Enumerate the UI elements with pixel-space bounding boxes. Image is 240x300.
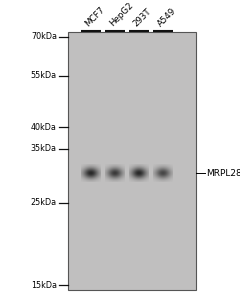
Text: HepG2: HepG2 — [107, 1, 135, 28]
Text: MCF7: MCF7 — [83, 5, 106, 28]
Bar — [68, 32, 196, 290]
Text: 293T: 293T — [132, 7, 153, 28]
Text: 35kDa: 35kDa — [31, 144, 57, 153]
Text: 15kDa: 15kDa — [31, 280, 57, 290]
Text: 70kDa: 70kDa — [31, 32, 57, 41]
Text: MRPL28: MRPL28 — [206, 169, 240, 178]
Text: 40kDa: 40kDa — [31, 122, 57, 131]
Text: 25kDa: 25kDa — [31, 198, 57, 207]
Text: A549: A549 — [156, 6, 178, 28]
Text: 55kDa: 55kDa — [31, 71, 57, 80]
